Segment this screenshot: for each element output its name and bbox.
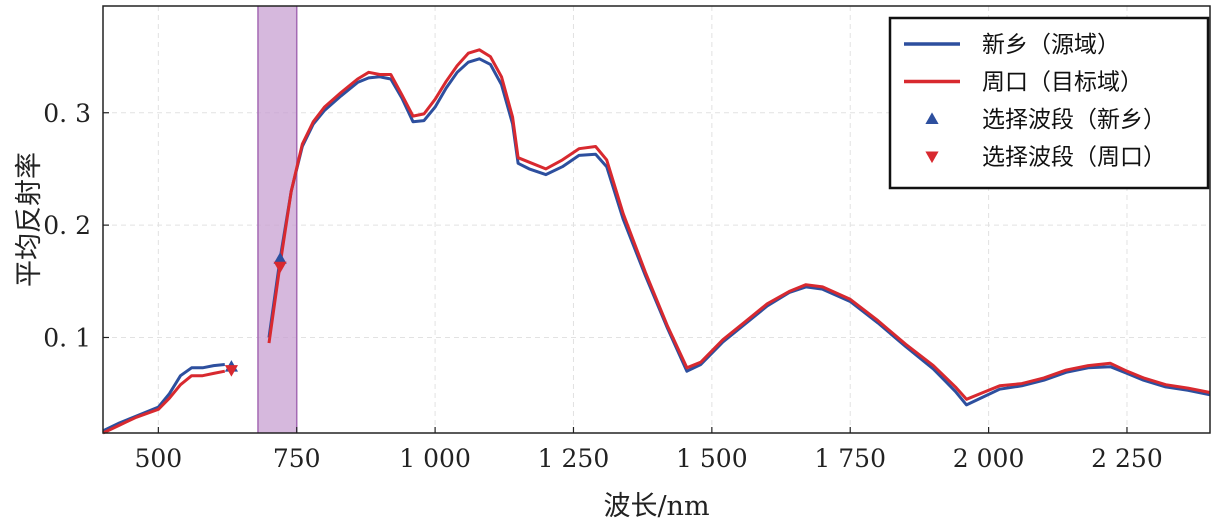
x-tick-label: 500 <box>134 444 182 473</box>
series-line-1 <box>102 48 1211 435</box>
legend-marker-swatch <box>925 151 939 164</box>
x-tick-label: 2 250 <box>1091 444 1163 473</box>
highlight-band-rect <box>257 6 297 433</box>
legend-marker-swatch <box>925 112 939 124</box>
x-tick-label: 1 250 <box>538 444 610 473</box>
x-tick-label: 1 500 <box>676 444 748 473</box>
legend-label: 选择波段（周口） <box>982 145 1166 171</box>
legend-label: 选择波段（新乡） <box>982 107 1166 133</box>
highlight-band <box>257 6 298 433</box>
selected-band-marker-0 <box>273 252 287 264</box>
legend-label: 新乡（源域） <box>982 32 1120 58</box>
selected-band-marker-1 <box>224 365 239 377</box>
series-line-0 <box>102 57 1211 433</box>
x-tick-label: 1 750 <box>814 444 886 473</box>
x-tick-label: 2 000 <box>953 444 1025 473</box>
x-tick-label: 750 <box>273 444 321 473</box>
legend-box <box>888 16 1210 190</box>
x-tick-label: 1 000 <box>399 444 471 473</box>
selected-band-marker-1 <box>273 261 287 274</box>
x-axis: 500 750 1 000 1 250 1 500 1 750 2 000 2 250 <box>134 427 1163 473</box>
y-axis: 0. 1 0. 2 0. 3 <box>43 99 109 352</box>
plot-frame <box>102 5 1211 434</box>
y-tick-label: 0. 2 <box>43 211 91 240</box>
y-axis-title: 平均反射率 <box>14 152 45 287</box>
y-tick-label: 0. 3 <box>43 99 91 128</box>
series-lines <box>102 48 1211 435</box>
selected-band-markers <box>224 252 287 377</box>
legend: 新乡（源域） 周口（目标域） 选择波段（新乡） 选择波段（周口） <box>888 16 1210 190</box>
legend-label: 周口（目标域） <box>982 70 1143 96</box>
y-tick-label: 0. 1 <box>43 323 91 352</box>
x-axis-title: 波长/nm <box>603 491 709 522</box>
